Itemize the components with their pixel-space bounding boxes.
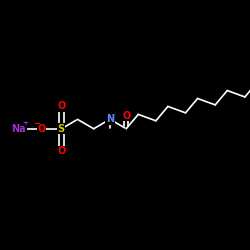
Text: O: O: [122, 110, 130, 121]
Text: +: +: [22, 120, 28, 126]
Text: N: N: [106, 114, 114, 124]
Text: S: S: [58, 124, 65, 134]
Text: O: O: [57, 146, 66, 156]
Text: −: −: [33, 119, 40, 128]
Text: O: O: [37, 124, 46, 134]
Text: Na: Na: [12, 124, 26, 134]
Text: O: O: [57, 101, 66, 111]
